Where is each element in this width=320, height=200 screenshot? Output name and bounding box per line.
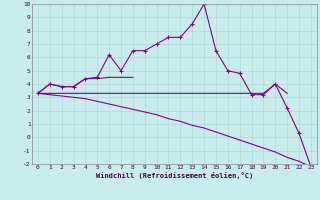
X-axis label: Windchill (Refroidissement éolien,°C): Windchill (Refroidissement éolien,°C)	[96, 172, 253, 179]
